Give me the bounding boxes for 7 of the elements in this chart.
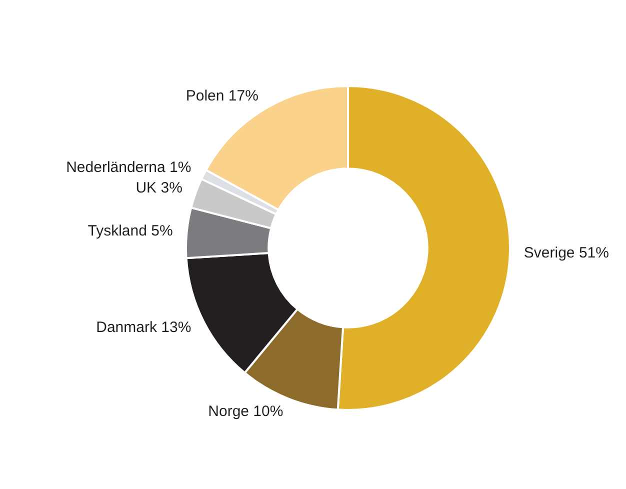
slice-label: Tyskland 5% [88,222,173,240]
slice-label: Nederländerna 1% [66,159,192,176]
slice-label: Sverige 51% [524,244,609,262]
slice-label: UK 3% [136,180,182,197]
slice-label: Danmark 13% [96,319,192,336]
slice-label: Norge 10% [208,402,284,420]
slice-label: Polen 17% [186,88,258,105]
